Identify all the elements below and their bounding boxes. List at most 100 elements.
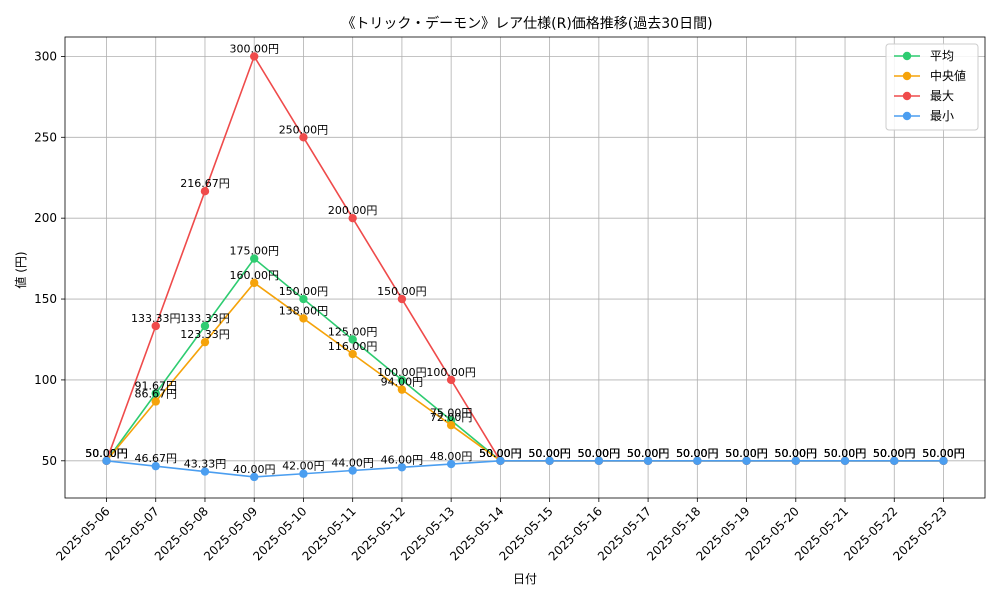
series-0-point — [299, 294, 308, 304]
series-1-data-label: 123.33円 — [180, 328, 230, 341]
series-group — [102, 52, 948, 482]
series-1-data-label: 94.00円 — [381, 376, 424, 389]
legend-label: 中央値 — [930, 68, 966, 83]
series-0-data-label: 50.00円 — [676, 447, 719, 460]
series-3-line — [106, 459, 944, 478]
y-tick-label: 150 — [34, 292, 57, 306]
series-2-data-label: 50.00円 — [676, 447, 719, 460]
series-0-data-label: 133.33円 — [180, 312, 230, 325]
legend-marker — [902, 91, 912, 101]
legend-label: 最大 — [930, 89, 954, 103]
series-0-data-label: 50.00円 — [922, 447, 965, 460]
series-3-data-label: 40.00円 — [233, 463, 276, 476]
series-1-data-label: 50.00円 — [824, 447, 867, 460]
series-2-data-label: 50.00円 — [578, 447, 621, 460]
y-axis-label: 値 (円) — [13, 251, 28, 288]
series-0-data-label: 50.00円 — [775, 447, 818, 460]
series-2-data-label: 50.00円 — [627, 447, 670, 460]
legend-label: 平均 — [930, 49, 954, 63]
series-1-data-label: 50.00円 — [676, 447, 719, 460]
series-1-data-label: 86.67円 — [134, 387, 177, 400]
series-1-point — [151, 397, 160, 406]
series-3-data-label: 50.00円 — [479, 447, 522, 460]
series-3-point — [446, 459, 456, 469]
series-0-data-label: 150.00円 — [279, 285, 329, 298]
legend-box — [885, 43, 979, 131]
series-3-data-label: 46.67円 — [134, 452, 177, 465]
data-labels: 50.00円 91.67円 133.33円 175.00円 150.00円 125.00円… — [85, 42, 965, 476]
series-1-data-label: 72.00円 — [430, 411, 473, 424]
axes — [64, 36, 986, 499]
series-0-data-label: 50.00円 — [528, 447, 571, 460]
chart-title: 《トリック・デーモン》レア仕様(R)価格推移(過去30日間) — [341, 15, 712, 32]
x-axis-label: 日付 — [513, 572, 537, 586]
series-0-point — [250, 254, 259, 263]
y-axis-ticks: 50 100 150 200 250 300 — [34, 49, 65, 468]
series-1-point — [348, 349, 357, 359]
series-2-data-label: 50.00円 — [479, 447, 522, 460]
series-2-data-label: 50.00円 — [922, 447, 965, 460]
series-2-point — [446, 375, 456, 385]
y-tick-label: 250 — [34, 130, 57, 144]
series-2-data-label: 50.00円 — [725, 447, 768, 460]
series-0-data-label: 125.00円 — [328, 325, 378, 338]
series-0-data-label: 75.00円 — [430, 406, 473, 419]
series-3-data-label: 50.00円 — [725, 447, 768, 460]
series-1-data-label: 50.00円 — [725, 447, 768, 460]
series-1-data-label: 50.00円 — [578, 447, 621, 460]
series-3-point — [496, 456, 505, 465]
series-3-data-label: 50.00円 — [578, 447, 621, 460]
series-0-data-label: 50.00円 — [725, 447, 768, 460]
series-0-data-label: 50.00円 — [824, 447, 867, 460]
series-2-point — [348, 213, 357, 223]
series-1-data-label: 50.00円 — [873, 447, 916, 460]
y-tick-label: 100 — [34, 373, 57, 387]
series-3-point — [693, 456, 702, 465]
series-2-point — [200, 187, 210, 196]
series-3-point — [348, 466, 357, 475]
series-3-data-label: 50.00円 — [85, 447, 128, 460]
series-3-point — [200, 467, 210, 476]
series-2-data-label: 50.00円 — [824, 447, 867, 460]
series-3-point — [643, 456, 653, 465]
series-3-point — [939, 456, 948, 465]
legend-label: 最小 — [930, 109, 954, 123]
series-1-data-label: 160.00円 — [229, 269, 279, 282]
legend-marker — [902, 51, 912, 61]
series-3-point — [397, 463, 407, 472]
series-3-point — [151, 461, 160, 471]
series-1-data-label: 50.00円 — [775, 447, 818, 460]
series-0-data-label: 50.00円 — [578, 447, 621, 460]
series-1-data-label: 50.00円 — [479, 447, 522, 460]
series-1-point — [250, 278, 259, 288]
series-0-data-label: 50.00円 — [85, 447, 128, 460]
plot-frame — [64, 36, 986, 499]
series-2-data-label: 300.00円 — [229, 42, 279, 55]
series-3-point — [840, 456, 850, 465]
series-3-point — [742, 456, 751, 465]
series-2-data-label: 133.33円 — [131, 312, 181, 325]
series-2-point — [250, 52, 259, 61]
series-0-data-label: 175.00円 — [229, 245, 279, 258]
series-2-data-label: 250.00円 — [279, 123, 329, 136]
series-2-point — [151, 321, 160, 331]
series-1-data-label: 50.00円 — [528, 447, 571, 460]
series-2-point — [299, 133, 308, 142]
series-3-data-label: 50.00円 — [676, 447, 719, 460]
series-2-data-label: 200.00円 — [328, 204, 378, 217]
series-3-data-label: 48.00円 — [430, 450, 473, 463]
series-0-point — [200, 321, 210, 331]
series-1-point — [446, 421, 456, 430]
series-3-point — [102, 456, 111, 465]
series-3-point — [299, 469, 308, 478]
series-3-data-label: 50.00円 — [775, 447, 818, 460]
series-3-point — [594, 456, 604, 465]
series-1-data-label: 116.00円 — [328, 340, 378, 353]
series-3-data-label: 43.33円 — [184, 458, 227, 471]
y-tick-label: 300 — [34, 49, 57, 63]
series-0-data-label: 100.00円 — [377, 366, 427, 379]
series-2-data-label: 50.00円 — [528, 447, 571, 460]
series-1-data-label: 50.00円 — [627, 447, 670, 460]
